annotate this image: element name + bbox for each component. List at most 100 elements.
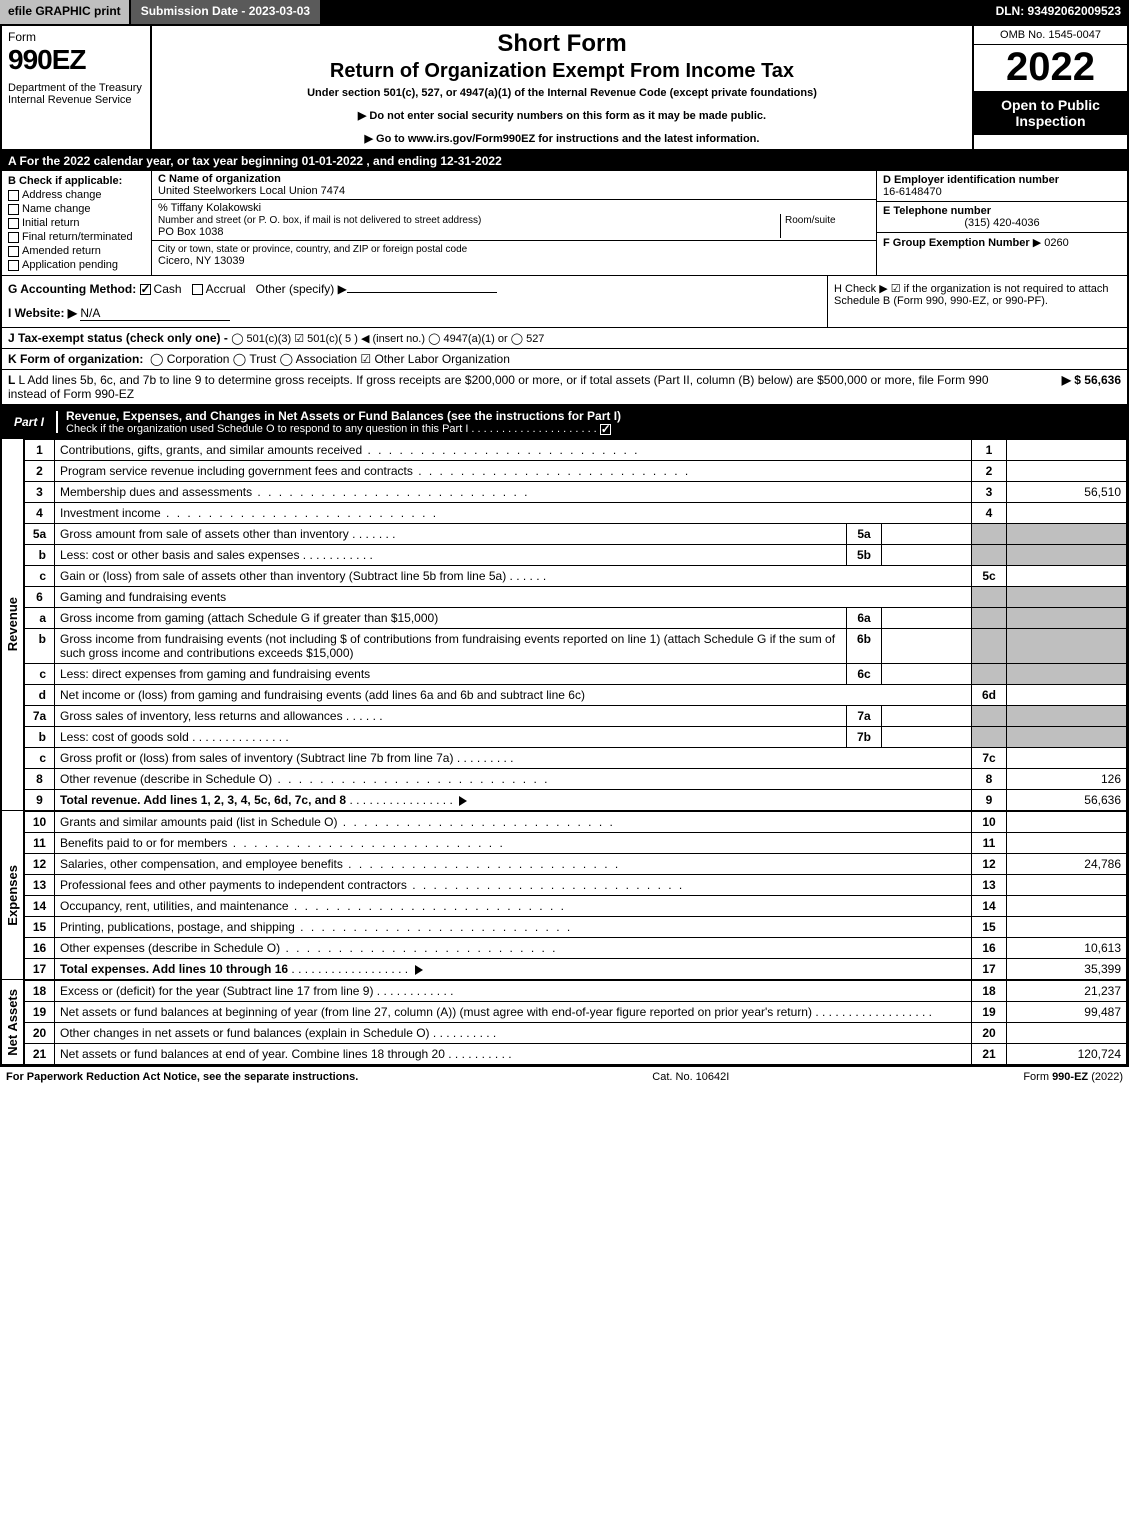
f-group-exemption: ▶ 0260 xyxy=(1033,237,1069,249)
c-address: PO Box 1038 xyxy=(158,226,780,238)
line-6a: aGross income from gaming (attach Schedu… xyxy=(25,608,1127,629)
k-form-of-org: K Form of organization: ◯ Corporation ◯ … xyxy=(2,349,1127,370)
line-11: 11Benefits paid to or for members11 xyxy=(25,833,1127,854)
line-6c: cLess: direct expenses from gaming and f… xyxy=(25,664,1127,685)
col-def: D Employer identification number 16-6148… xyxy=(877,171,1127,275)
b-opt-address[interactable]: Address change xyxy=(8,189,145,201)
line-2: 2Program service revenue including gover… xyxy=(25,461,1127,482)
c-room-label: Room/suite xyxy=(785,215,836,226)
c-name-label: C Name of organization xyxy=(158,173,870,185)
department: Department of the Treasury Internal Reve… xyxy=(8,82,144,106)
line-8: 8Other revenue (describe in Schedule O)8… xyxy=(25,769,1127,790)
line-14: 14Occupancy, rent, utilities, and mainte… xyxy=(25,896,1127,917)
g-cash-checkbox[interactable] xyxy=(140,284,151,295)
form-word: Form xyxy=(8,30,144,44)
line-10: 10Grants and similar amounts paid (list … xyxy=(25,812,1127,833)
tax-year: 2022 xyxy=(974,45,1127,91)
g-accrual-checkbox[interactable] xyxy=(192,284,203,295)
expenses-side-label: Expenses xyxy=(5,865,20,926)
line-19: 19Net assets or fund balances at beginni… xyxy=(25,1002,1127,1023)
revenue-section: Revenue 1Contributions, gifts, grants, a… xyxy=(2,439,1127,811)
section-bcdef: B Check if applicable: Address change Na… xyxy=(2,171,1127,276)
b-opt-final[interactable]: Final return/terminated xyxy=(8,231,145,243)
b-header: B Check if applicable: xyxy=(8,175,145,187)
line-9: 9Total revenue. Add lines 1, 2, 3, 4, 5c… xyxy=(25,790,1127,811)
line-21: 21Net assets or fund balances at end of … xyxy=(25,1044,1127,1065)
line-6: 6Gaming and fundraising events xyxy=(25,587,1127,608)
row-a-tax-year: A For the 2022 calendar year, or tax yea… xyxy=(2,151,1127,171)
line-18: 18Excess or (deficit) for the year (Subt… xyxy=(25,981,1127,1002)
line-3: 3Membership dues and assessments356,510 xyxy=(25,482,1127,503)
part-1-title: Revenue, Expenses, and Changes in Net As… xyxy=(58,405,1127,439)
e-phone: (315) 420-4036 xyxy=(883,217,1121,229)
main-title: Return of Organization Exempt From Incom… xyxy=(160,60,964,83)
revenue-side-label: Revenue xyxy=(5,597,20,651)
omb-number: OMB No. 1545-0047 xyxy=(974,26,1127,45)
form-id-block: Form 990EZ Department of the Treasury In… xyxy=(2,26,152,149)
part-1-tab: Part I xyxy=(2,411,58,433)
b-opt-amended[interactable]: Amended return xyxy=(8,245,145,257)
revenue-table: 1Contributions, gifts, grants, and simil… xyxy=(24,439,1127,811)
line-17: 17Total expenses. Add lines 10 through 1… xyxy=(25,959,1127,980)
part-1-header: Part I Revenue, Expenses, and Changes in… xyxy=(2,405,1127,439)
c-city: Cicero, NY 13039 xyxy=(158,255,870,267)
i-website: I Website: ▶ N/A xyxy=(8,306,821,321)
l-gross-receipts: L L Add lines 5b, 6c, and 7b to line 9 t… xyxy=(2,370,1127,405)
c-care-of: % Tiffany Kolakowski xyxy=(158,202,870,214)
line-5b: bLess: cost or other basis and sales exp… xyxy=(25,545,1127,566)
short-form-title: Short Form xyxy=(160,30,964,58)
open-to-public: Open to Public Inspection xyxy=(974,91,1127,135)
f-label: F Group Exemption Number xyxy=(883,237,1030,249)
net-assets-table: 18Excess or (deficit) for the year (Subt… xyxy=(24,980,1127,1065)
c-addr-label: Number and street (or P. O. box, if mail… xyxy=(158,215,481,226)
line-1: 1Contributions, gifts, grants, and simil… xyxy=(25,440,1127,461)
net-assets-section: Net Assets 18Excess or (deficit) for the… xyxy=(2,980,1127,1065)
c-city-label: City or town, state or province, country… xyxy=(158,244,467,255)
line-4: 4Investment income4 xyxy=(25,503,1127,524)
line-16: 16Other expenses (describe in Schedule O… xyxy=(25,938,1127,959)
net-assets-side-label: Net Assets xyxy=(5,989,20,1056)
line-7c: cGross profit or (loss) from sales of in… xyxy=(25,748,1127,769)
g-accounting: G Accounting Method: Cash Accrual Other … xyxy=(8,282,821,296)
arrow-icon xyxy=(459,796,467,806)
form-header: Form 990EZ Department of the Treasury In… xyxy=(2,26,1127,151)
expenses-section: Expenses 10Grants and similar amounts pa… xyxy=(2,811,1127,980)
line-5a: 5aGross amount from sale of assets other… xyxy=(25,524,1127,545)
header-right: OMB No. 1545-0047 2022 Open to Public In… xyxy=(972,26,1127,149)
footer-form-ref: Form 990-EZ (2022) xyxy=(1023,1071,1123,1083)
b-opt-pending[interactable]: Application pending xyxy=(8,259,145,271)
line-7b: bLess: cost of goods sold . . . . . . . … xyxy=(25,727,1127,748)
line-7a: 7aGross sales of inventory, less returns… xyxy=(25,706,1127,727)
footer-left: For Paperwork Reduction Act Notice, see … xyxy=(6,1071,358,1083)
b-opt-initial[interactable]: Initial return xyxy=(8,217,145,229)
instruction-2: ▶ Go to www.irs.gov/Form990EZ for instru… xyxy=(160,132,964,145)
j-tax-exempt: J Tax-exempt status (check only one) - ◯… xyxy=(2,328,1127,349)
b-opt-name[interactable]: Name change xyxy=(8,203,145,215)
subtitle: Under section 501(c), 527, or 4947(a)(1)… xyxy=(160,87,964,99)
submission-date: Submission Date - 2023-03-03 xyxy=(131,0,322,24)
form-container: Form 990EZ Department of the Treasury In… xyxy=(0,24,1129,1067)
line-5c: cGain or (loss) from sale of assets othe… xyxy=(25,566,1127,587)
d-ein: 16-6148470 xyxy=(883,186,1121,198)
d-label: D Employer identification number xyxy=(883,174,1121,186)
line-6d: dNet income or (loss) from gaming and fu… xyxy=(25,685,1127,706)
row-gh: G Accounting Method: Cash Accrual Other … xyxy=(2,276,1127,328)
e-label: E Telephone number xyxy=(883,205,1121,217)
dln: DLN: 93492062009523 xyxy=(988,0,1129,24)
col-c: C Name of organization United Steelworke… xyxy=(152,171,877,275)
page-footer: For Paperwork Reduction Act Notice, see … xyxy=(0,1067,1129,1087)
col-b: B Check if applicable: Address change Na… xyxy=(2,171,152,275)
efile-print-button[interactable]: efile GRAPHIC print xyxy=(0,0,131,24)
top-bar: efile GRAPHIC print Submission Date - 20… xyxy=(0,0,1129,24)
line-20: 20Other changes in net assets or fund ba… xyxy=(25,1023,1127,1044)
form-number: 990EZ xyxy=(8,44,144,76)
line-6b: bGross income from fundraising events (n… xyxy=(25,629,1127,664)
instruction-1: ▶ Do not enter social security numbers o… xyxy=(160,109,964,122)
expenses-table: 10Grants and similar amounts paid (list … xyxy=(24,811,1127,980)
form-title-block: Short Form Return of Organization Exempt… xyxy=(152,26,972,149)
c-org-name: United Steelworkers Local Union 7474 xyxy=(158,185,870,197)
line-13: 13Professional fees and other payments t… xyxy=(25,875,1127,896)
footer-cat-no: Cat. No. 10642I xyxy=(652,1071,729,1083)
arrow-icon xyxy=(415,965,423,975)
line-12: 12Salaries, other compensation, and empl… xyxy=(25,854,1127,875)
